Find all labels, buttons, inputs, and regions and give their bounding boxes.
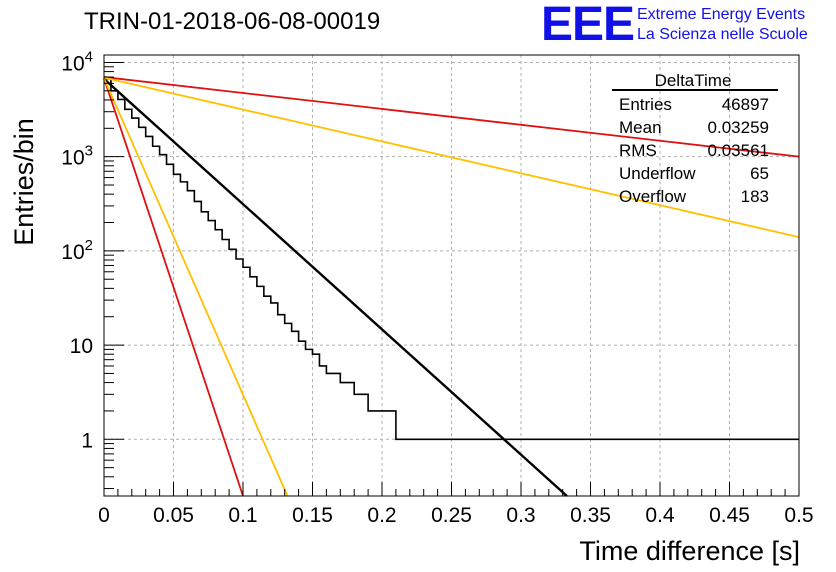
x-tick-label: 0.5	[784, 504, 813, 527]
stats-box: DeltaTime Entries 46897 Mean 0.03259 RMS 0.03…	[612, 71, 778, 206]
logo-subtitle-line1: Extreme Energy Events	[637, 6, 806, 23]
stats-value: 65	[750, 164, 769, 183]
x-tick-label: 0.4	[645, 504, 675, 527]
stats-value: 0.03259	[708, 118, 769, 137]
x-tick-label: 0.3	[506, 504, 535, 527]
x-tick-label: 0.05	[153, 504, 194, 527]
logo-subtitle-line2: La Scienza nelle Scuole	[637, 26, 808, 43]
y-tick-labels: 1 10 102 103 104	[61, 48, 93, 452]
stats-value: 183	[741, 187, 769, 206]
stats-label: Entries	[619, 95, 672, 114]
x-tick-label: 0.35	[570, 504, 611, 527]
stats-label: Underflow	[619, 164, 696, 183]
fit-line	[103, 77, 244, 497]
x-tick-label: 0.45	[709, 504, 750, 527]
x-tick-label: 0.15	[292, 504, 333, 527]
stats-label: Mean	[619, 118, 662, 137]
histogram-series	[104, 78, 799, 441]
stats-value: 46897	[722, 95, 769, 114]
histogram-steps	[104, 78, 799, 441]
x-tick-label: 0.25	[431, 504, 472, 527]
axis-ticks	[103, 61, 800, 496]
stats-label: Overflow	[619, 187, 687, 206]
stats-value: 0.03561	[708, 141, 769, 160]
fit-line	[103, 76, 800, 238]
x-tick-labels: 0 0.05 0.1 0.15 0.2 0.25 0.3 0.35 0.4 0.45 0.5	[98, 504, 813, 527]
y-axis-label: Entries/bin	[9, 118, 39, 246]
fit-line	[103, 77, 289, 497]
x-axis-label: Time difference [s]	[579, 536, 800, 566]
plot-title: TRIN-01-2018-06-08-00019	[84, 8, 381, 35]
stats-box-title: DeltaTime	[655, 71, 732, 90]
grid-lines	[104, 55, 799, 496]
y-tick-label: 1	[81, 429, 93, 452]
x-tick-label: 0	[98, 504, 110, 527]
fit-line	[103, 77, 568, 497]
y-tick-label: 10	[70, 335, 93, 358]
y-tick-label: 104	[61, 48, 93, 75]
fit-line	[103, 76, 800, 158]
y-tick-label: 102	[61, 237, 93, 264]
fit-lines	[103, 76, 800, 497]
stats-label: RMS	[619, 141, 657, 160]
eee-logo: EEE	[541, 0, 635, 51]
y-tick-label: 103	[61, 143, 93, 170]
x-tick-label: 0.1	[228, 504, 257, 527]
x-tick-label: 0.2	[367, 504, 396, 527]
